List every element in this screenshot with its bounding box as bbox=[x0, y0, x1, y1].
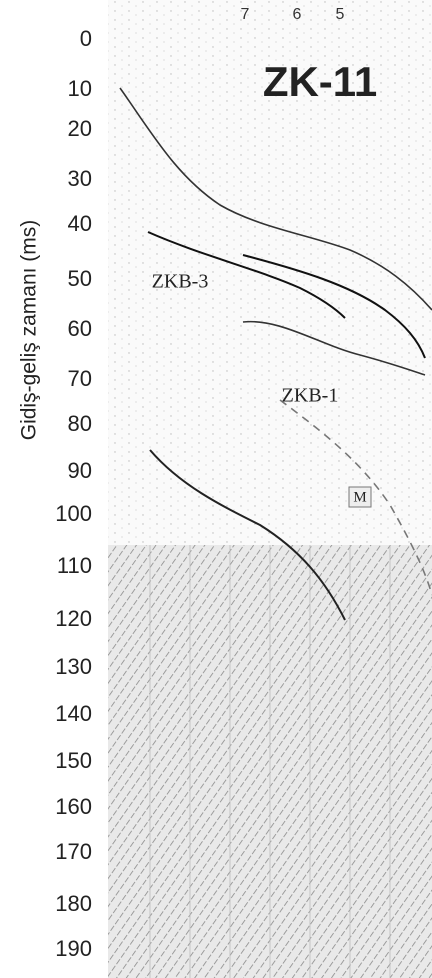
y-tick-label: 150 bbox=[55, 748, 92, 773]
y-tick-label: 40 bbox=[68, 211, 92, 236]
y-tick-label: 160 bbox=[55, 794, 92, 819]
y-tick-label: 70 bbox=[68, 366, 92, 391]
y-tick-label: 190 bbox=[55, 936, 92, 961]
trace-label: 6 bbox=[293, 6, 302, 23]
y-tick-label: 140 bbox=[55, 701, 92, 726]
trace-label: 5 bbox=[336, 6, 345, 23]
y-tick-label: 80 bbox=[68, 411, 92, 436]
trace-label: 7 bbox=[241, 6, 250, 23]
y-tick-label: 110 bbox=[57, 553, 92, 578]
marker-box bbox=[348, 486, 372, 508]
y-tick-label: 60 bbox=[68, 316, 92, 341]
y-tick-label: 120 bbox=[55, 606, 92, 631]
axis-label: Gidiş-geliş zamanı (ms) bbox=[18, 220, 41, 441]
unit-label: ZKB-3 bbox=[152, 271, 209, 293]
y-tick-label: 20 bbox=[68, 116, 92, 141]
y-tick-label: 10 bbox=[68, 76, 92, 101]
marker-label: M bbox=[353, 489, 366, 505]
y-tick-label: 0 bbox=[80, 26, 92, 51]
y-tick-label: 170 bbox=[55, 839, 92, 864]
y-tick-label: 50 bbox=[68, 266, 92, 291]
y-tick-label: 90 bbox=[68, 458, 92, 483]
interpreted-horizons bbox=[119, 87, 432, 621]
unit-label: ZKB-1 bbox=[282, 385, 339, 407]
y-tick-label: 100 bbox=[55, 501, 92, 526]
y-tick-label: 130 bbox=[55, 654, 92, 679]
title: ZK-11 bbox=[263, 58, 377, 105]
y-tick-label: 180 bbox=[55, 891, 92, 916]
trace-grid bbox=[149, 545, 391, 978]
y-tick-label: 30 bbox=[68, 166, 92, 191]
